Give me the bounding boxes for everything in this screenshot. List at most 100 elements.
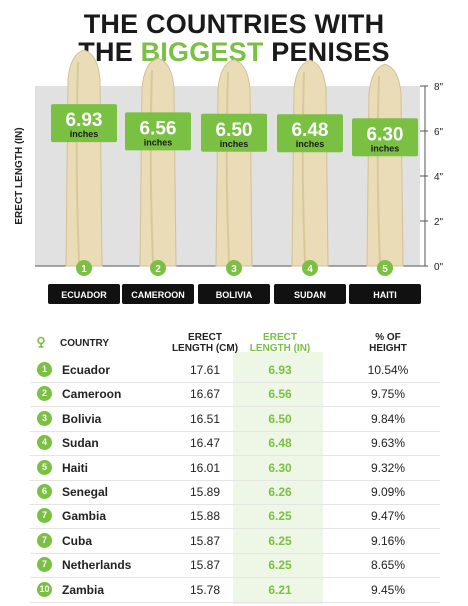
value-box: [277, 114, 343, 153]
category-box: [274, 284, 346, 304]
rank-circle: [302, 260, 318, 276]
rank-badge: 1: [37, 362, 52, 377]
unit-label: inches: [144, 137, 173, 147]
country-name: Gambia: [62, 509, 107, 524]
unit-label: inches: [220, 139, 249, 149]
rank-badge: 2: [37, 386, 52, 402]
rank-number: 5: [382, 264, 388, 275]
length-cm: 17.61: [189, 363, 221, 377]
table-row: 2 Cameroon 16.67 6.56 9.75%: [30, 382, 440, 408]
table-row: 6 Senegal 15.89 6.26 9.09%: [30, 480, 440, 505]
bar-banana: [139, 57, 177, 267]
value-label: 6.30: [367, 124, 404, 145]
country-name: Zambia: [62, 582, 105, 597]
rank-number: 2: [155, 264, 161, 275]
header-inches: ERECT LENGTH (IN): [249, 332, 311, 354]
length-cm: 16.01: [189, 460, 221, 475]
country-name: Cameroon: [62, 387, 122, 402]
percent-height: 9.16%: [370, 533, 406, 548]
rank-badge: 5: [37, 459, 52, 475]
rank-circle: [76, 260, 92, 276]
category-box: [122, 284, 194, 304]
length-cm: 15.87: [189, 533, 221, 548]
rank-badge: 4: [37, 435, 52, 451]
value-label: 6.48: [292, 120, 329, 141]
bar-banana-ridge: [149, 70, 154, 263]
y-axis-label: ERECT LENGTH (IN): [14, 127, 25, 224]
bar-banana-ridge: [75, 62, 80, 263]
length-inches: 6.48: [268, 436, 292, 451]
length-cm: 15.87: [189, 558, 221, 573]
category-box: [349, 284, 421, 304]
table-row: 10 Zambia 15.78 6.21 9.45%: [30, 578, 440, 603]
rank-badge: 7: [37, 508, 52, 524]
rank-number: 1: [81, 264, 87, 275]
value-label: 6.93: [66, 110, 103, 131]
bar-banana: [65, 49, 103, 267]
length-inches: 6.93: [268, 363, 292, 377]
percent-height: 9.45%: [370, 582, 406, 597]
percent-height: 9.32%: [370, 460, 406, 475]
rank-number: 3: [231, 264, 237, 275]
category-label: SUDAN: [294, 290, 326, 300]
y-tick-label: 2": [434, 217, 444, 228]
category-label: BOLIVIA: [216, 290, 253, 300]
percent-height: 10.54%: [367, 363, 409, 377]
country-name: Senegal: [62, 485, 109, 499]
value-box: [125, 112, 191, 151]
y-tick-label: 8": [434, 82, 444, 93]
y-tick-label: 6": [434, 127, 444, 138]
rank-badge: 6: [37, 484, 52, 499]
percent-height: 9.09%: [370, 485, 406, 499]
percent-height: 9.84%: [370, 411, 406, 426]
bar-banana: [366, 63, 404, 267]
table-row: 4 Sudan 16.47 6.48 9.63%: [30, 431, 440, 457]
value-label: 6.50: [216, 120, 253, 141]
length-inches: 6.21: [268, 582, 292, 597]
length-cm: 16.47: [189, 436, 221, 451]
rank-circle: [377, 260, 393, 276]
length-cm: 15.89: [189, 485, 221, 499]
length-inches: 6.56: [268, 387, 292, 402]
bar-banana-ridge: [376, 76, 381, 263]
rank-badge: 7: [37, 532, 52, 548]
rank-badge: 7: [37, 557, 52, 573]
country-name: Netherlands: [62, 558, 132, 573]
category-label: HAITI: [373, 290, 397, 300]
country-name: Haiti: [62, 460, 89, 475]
category-box: [48, 284, 120, 304]
percent-height: 9.75%: [370, 387, 406, 402]
header-country: COUNTRY: [60, 338, 110, 349]
value-label: 6.56: [140, 118, 177, 139]
rank-badge: 10: [37, 581, 52, 597]
length-inches: 6.25: [268, 558, 292, 573]
length-cm: 16.67: [189, 387, 221, 402]
length-inches: 6.25: [268, 509, 292, 524]
length-inches: 6.30: [268, 460, 292, 475]
country-header-icon: [34, 336, 48, 351]
header-pct: % OF HEIGHT: [369, 332, 407, 354]
bar-banana: [215, 59, 253, 267]
table-row: 7 Cuba 15.87 6.25 9.16%: [30, 529, 440, 554]
unit-label: inches: [296, 139, 325, 149]
y-tick-label: 4": [434, 172, 444, 183]
highlight-column: [233, 352, 323, 604]
table-row: 3 Bolivia 16.51 6.50 9.84%: [30, 407, 440, 432]
unit-label: inches: [70, 129, 99, 139]
title-line-2: THE BIGGEST PENISES: [78, 37, 390, 67]
value-box: [201, 113, 267, 152]
unit-label: inches: [371, 143, 400, 153]
table-header: COUNTRY ERECT LENGTH (CM) ERECT LENGTH (IN…: [30, 326, 440, 360]
rank-circle: [226, 260, 242, 276]
rank-number: 4: [307, 264, 313, 275]
percent-height: 8.65%: [370, 558, 406, 573]
table-row: 7 Netherlands 15.87 6.25 8.65%: [30, 553, 440, 579]
bar-banana: [291, 59, 329, 267]
y-tick-label: 0": [434, 262, 444, 273]
category-box: [198, 284, 270, 304]
country-name: Ecuador: [62, 363, 111, 377]
category-label: CAMEROON: [131, 290, 185, 300]
length-cm: 15.78: [189, 582, 221, 597]
category-label: ECUADOR: [61, 290, 107, 300]
length-inches: 6.50: [268, 411, 292, 426]
